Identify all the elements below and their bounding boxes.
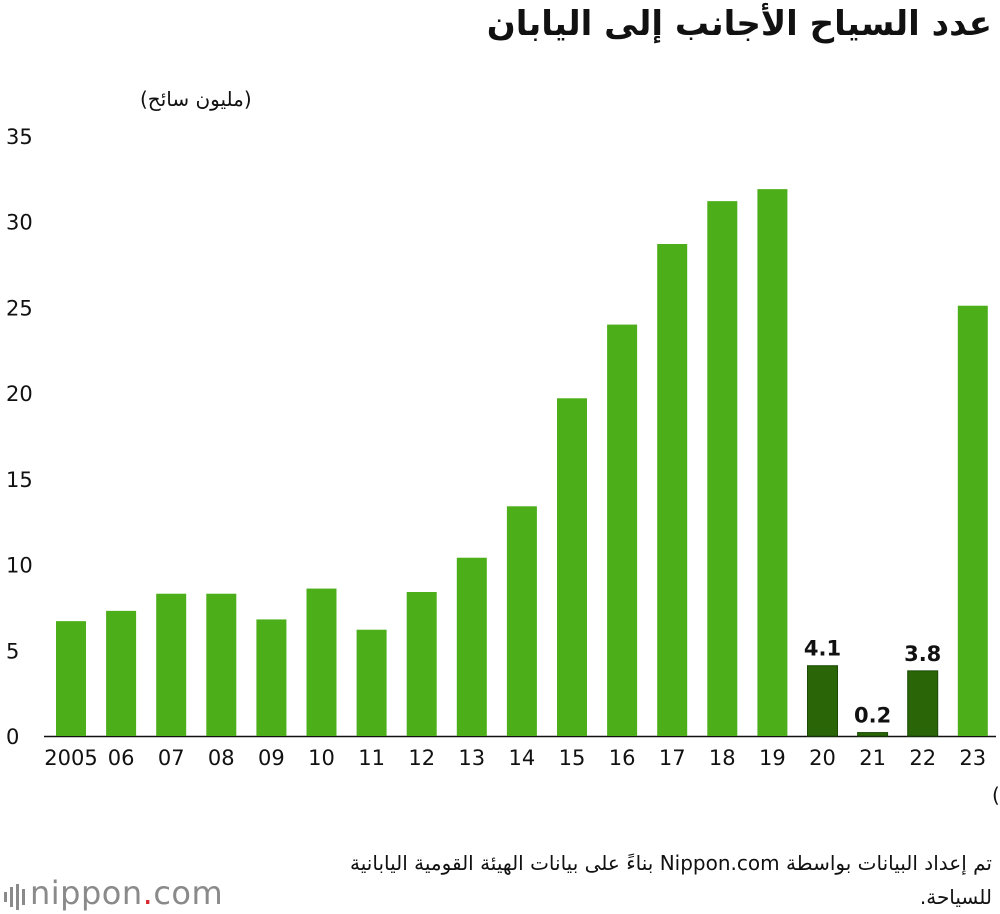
x-tick-label: 09 (258, 746, 285, 770)
y-tick-label: 10 (6, 554, 33, 578)
logo-suffix: com (153, 874, 224, 912)
x-tick-label: 17 (659, 746, 686, 770)
bar-13 (456, 557, 487, 736)
x-tick-label: 18 (709, 746, 736, 770)
bar-10 (306, 588, 337, 736)
y-tick-label: 0 (6, 725, 19, 749)
x-tick-label: 2005 (44, 746, 97, 770)
y-tick-label: 15 (6, 468, 33, 492)
bar-14 (506, 506, 537, 736)
nippon-logo[interactable]: nippon.com (4, 874, 223, 912)
chart-title: عدد السياح الأجانب إلى اليابان (486, 4, 992, 44)
y-tick-label: 20 (6, 382, 33, 406)
bar-08 (206, 593, 237, 736)
bar-07 (156, 593, 187, 736)
bar-17 (657, 244, 688, 736)
x-tick-label: 11 (358, 746, 385, 770)
bar-19 (757, 189, 788, 737)
x-tick-label: 22 (909, 746, 936, 770)
bar-20 (807, 665, 838, 737)
y-tick-label: 25 (6, 296, 33, 320)
y-tick-label: 30 (6, 211, 33, 235)
bar-23 (957, 305, 988, 736)
logo-bars-icon (4, 884, 30, 910)
x-tick-label: 16 (609, 746, 636, 770)
y-tick-label: 35 (6, 125, 33, 149)
bar-21 (857, 732, 889, 737)
x-tick-label: 14 (509, 746, 536, 770)
logo-dot: . (142, 874, 154, 912)
data-label-22: 3.8 (904, 642, 941, 666)
x-tick-label: 07 (158, 746, 185, 770)
bar-11 (356, 629, 387, 736)
bar-09 (256, 619, 287, 736)
x-tick-label: 06 (108, 746, 135, 770)
x-tick-label: 21 (859, 746, 886, 770)
source-note: تم إعداد البيانات بواسطة Nippon.com بناء… (350, 851, 992, 909)
x-tick-label: 10 (308, 746, 335, 770)
bar-2005 (56, 621, 86, 736)
bar-06 (106, 610, 137, 736)
x-tick-label: 15 (559, 746, 586, 770)
data-label-21: 0.2 (854, 704, 891, 728)
x-tick-label: 12 (408, 746, 435, 770)
y-tick-label: 5 (6, 639, 19, 663)
bar-18 (707, 201, 738, 737)
x-tick-label: 19 (759, 746, 786, 770)
bar-12 (406, 592, 437, 736)
logo-name: nippon (30, 874, 143, 912)
bar-16 (607, 324, 638, 736)
x-tick-label: 08 (208, 746, 235, 770)
bar-22 (907, 670, 939, 737)
y-axis-label: (مليون سائح) (140, 87, 252, 111)
bar-chart: (مليون سائح) 0 5 10 15 20 25 30 35 2005 06 07 08 09 10… (6, 87, 1000, 807)
data-label-20: 4.1 (804, 637, 841, 661)
bar-15 (557, 398, 587, 736)
x-tick-label: 13 (458, 746, 485, 770)
x-tick-label: 23 (959, 746, 986, 770)
x-axis-label: (عام) (992, 783, 1000, 807)
x-tick-label: 20 (809, 746, 836, 770)
